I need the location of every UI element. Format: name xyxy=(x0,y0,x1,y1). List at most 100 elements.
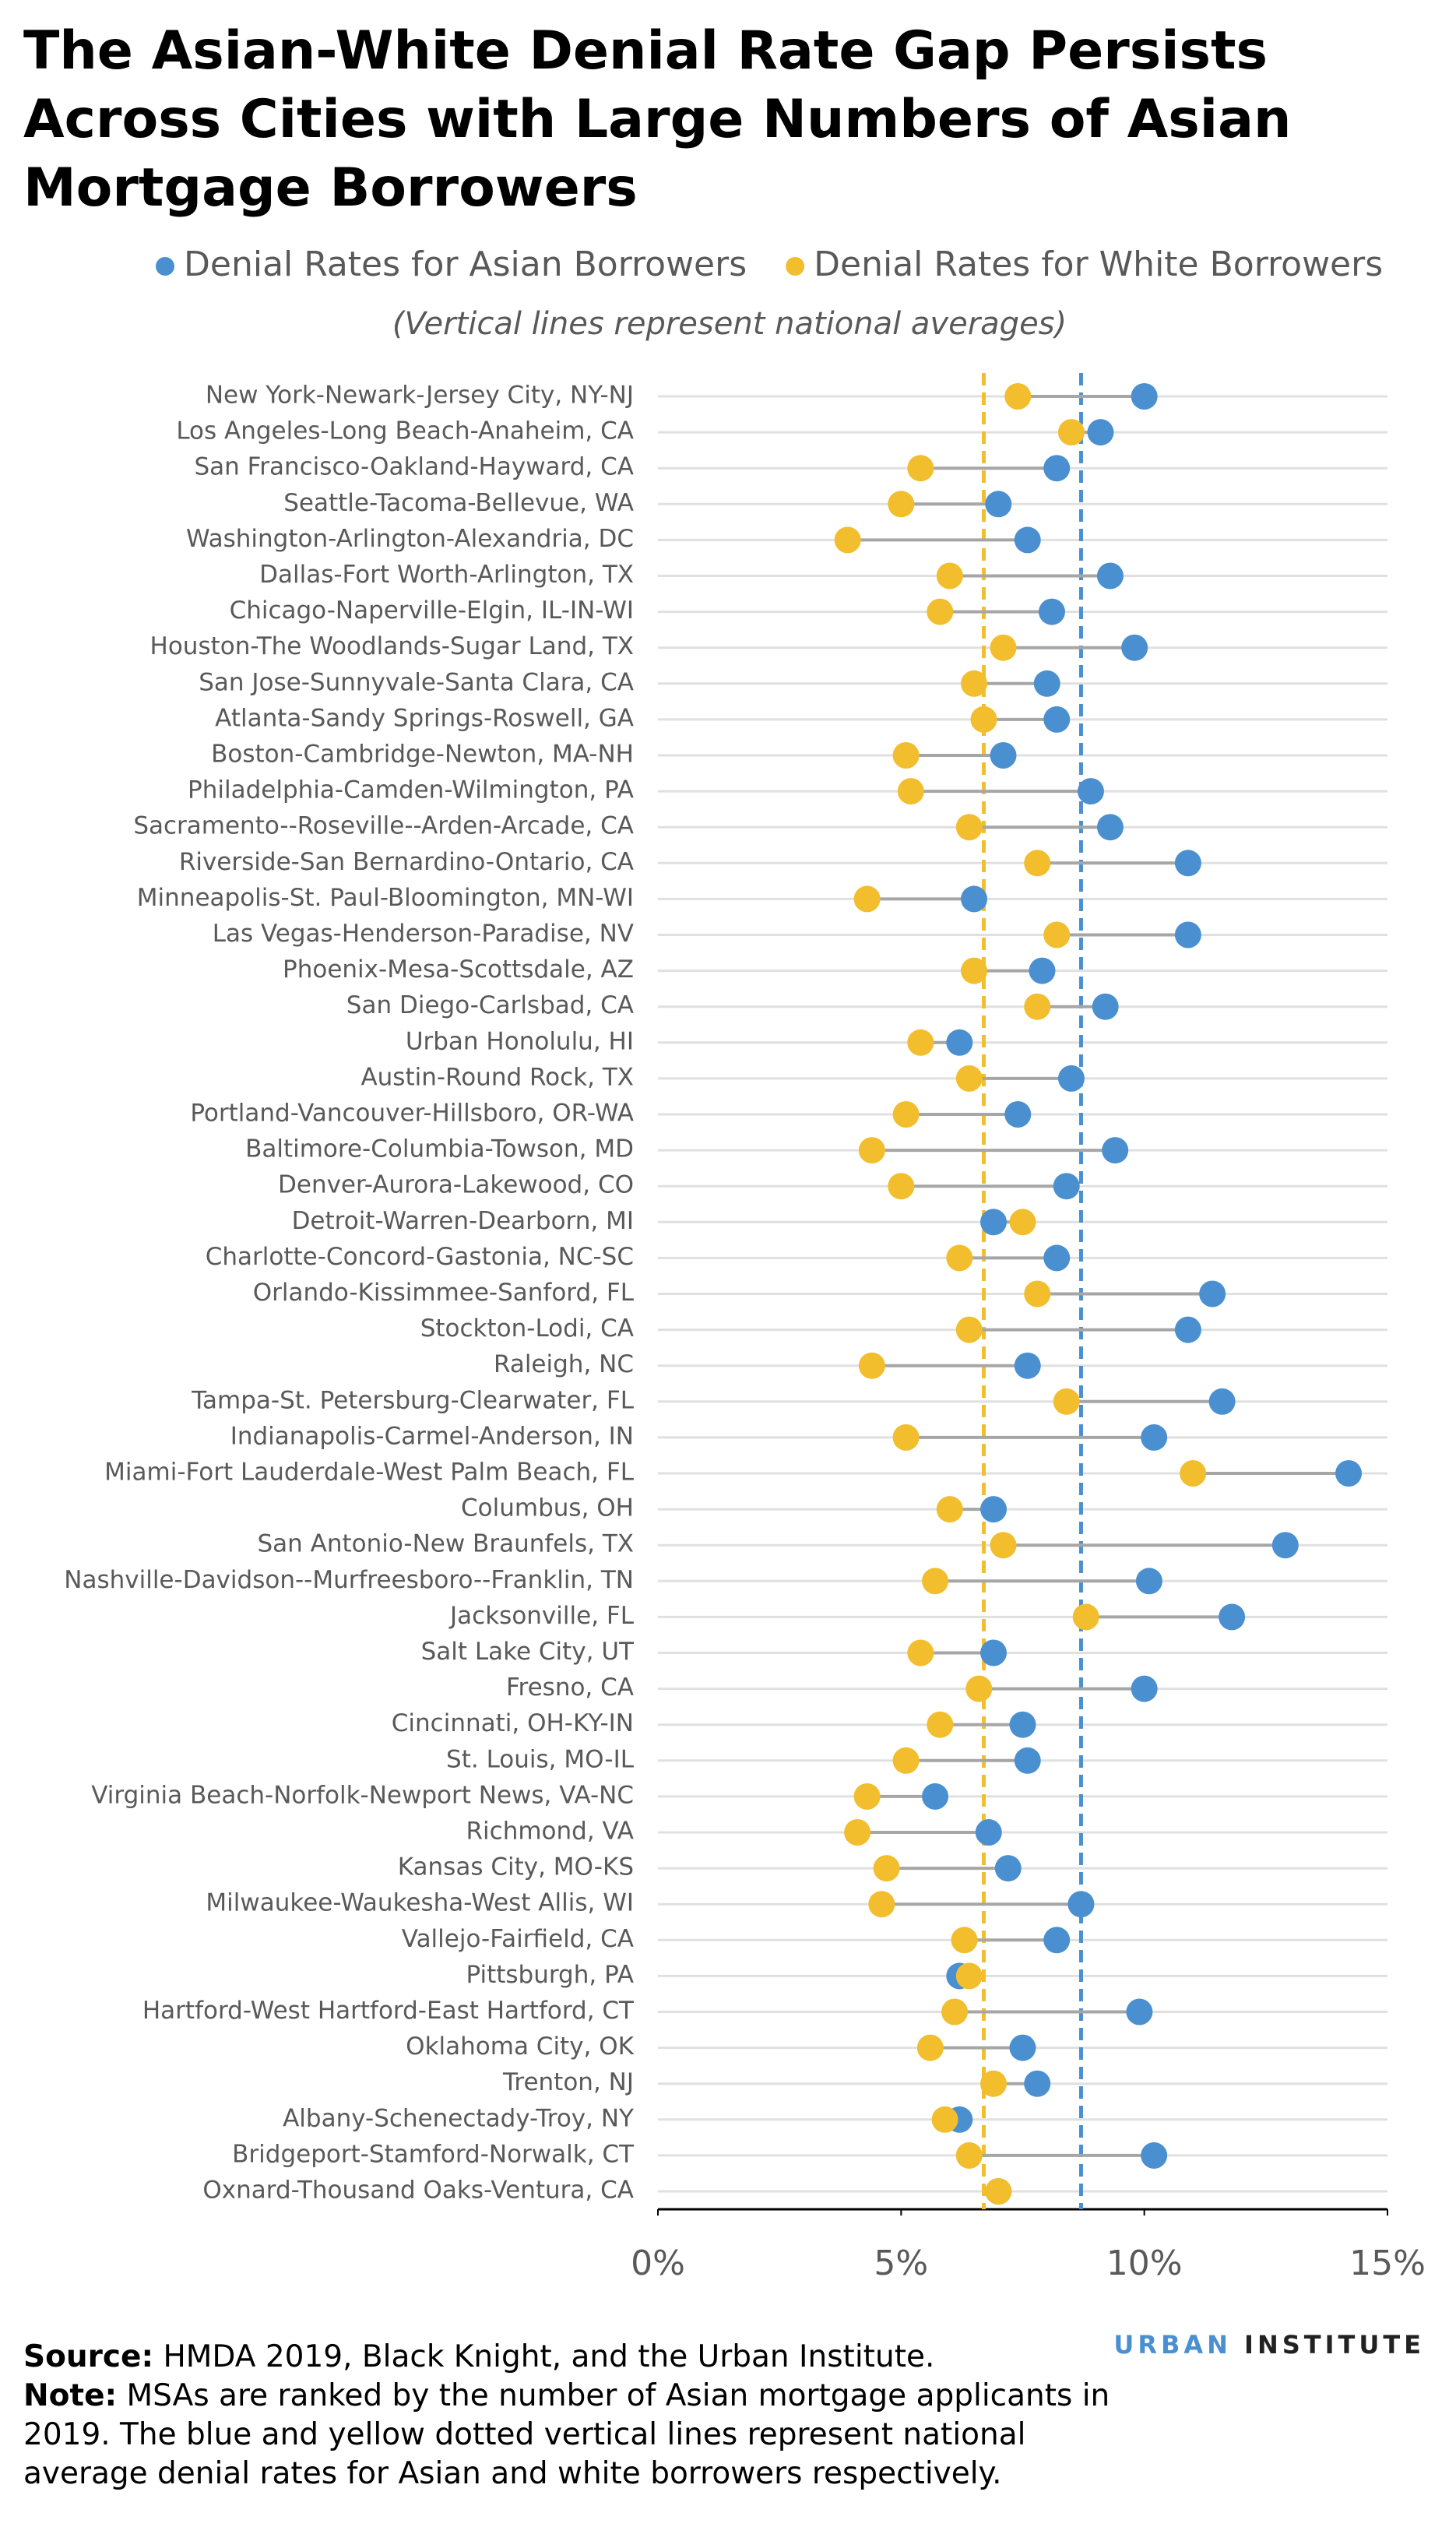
dot xyxy=(1043,455,1071,482)
y-tick-label: Jacksonville, FL xyxy=(448,1602,635,1630)
dot xyxy=(1087,419,1114,446)
chart: (Vertical lines represent national avera… xyxy=(64,245,1426,2283)
chart-title: The Asian-White Denial Rate Gap Persists… xyxy=(23,20,1292,219)
dot xyxy=(1180,1460,1207,1487)
dot xyxy=(941,1998,969,2025)
dot xyxy=(1335,1460,1363,1487)
dot xyxy=(961,957,988,984)
dot xyxy=(975,1819,1002,1846)
dot xyxy=(892,742,920,769)
dot xyxy=(1004,1101,1032,1128)
logo-urban: URBAN xyxy=(1113,2330,1232,2360)
dot xyxy=(990,634,1017,661)
dot xyxy=(1024,993,1051,1020)
dot xyxy=(1014,1352,1041,1379)
y-tick-label: Fresno, CA xyxy=(506,1674,634,1702)
dot xyxy=(1126,1998,1153,2025)
dot xyxy=(994,1855,1022,1882)
dot xyxy=(980,1639,1008,1666)
y-tick-label: Philadelphia-Camden-Wilmington, PA xyxy=(188,776,634,804)
dot xyxy=(1219,1603,1246,1631)
x-tick-label: 15% xyxy=(1349,2244,1426,2283)
y-tick-label: Dallas-Fort Worth-Arlington, TX xyxy=(259,561,634,589)
dot xyxy=(858,1137,885,1164)
dot xyxy=(1009,1209,1036,1236)
y-tick-label: Las Vegas-Henderson-Paradise, NV xyxy=(213,920,634,948)
dot xyxy=(990,742,1017,769)
y-tick-label: Albany-Schenectady-Troy, NY xyxy=(283,2104,634,2132)
dot xyxy=(922,1783,949,1810)
y-tick-label: Kansas City, MO-KS xyxy=(398,1853,634,1881)
dot xyxy=(1067,1891,1095,1918)
source-line: Source: HMDA 2019, Black Knight, and the… xyxy=(23,2338,1113,2377)
dot xyxy=(1174,850,1201,877)
y-tick-label: Washington-Arlington-Alexandria, DC xyxy=(186,525,634,553)
dot xyxy=(1131,1675,1158,1702)
dot xyxy=(955,2142,983,2169)
dot xyxy=(1043,1244,1071,1272)
y-tick-label: Detroit-Warren-Dearborn, MI xyxy=(292,1207,634,1235)
dot xyxy=(888,491,915,518)
y-tick-label: Bridgeport-Stamford-Norwalk, CT xyxy=(232,2140,635,2168)
y-tick-label: San Jose-Sunnyvale-Santa Clara, CA xyxy=(199,668,634,696)
dot xyxy=(955,1065,983,1092)
dot xyxy=(1057,419,1085,446)
y-tick-label: Raleigh, NC xyxy=(494,1350,634,1378)
y-tick-label: Los Angeles-Long Beach-Anaheim, CA xyxy=(176,417,634,445)
legend-swatch xyxy=(786,257,805,276)
dot xyxy=(858,1352,885,1379)
dot xyxy=(946,1029,973,1056)
dot xyxy=(1009,2034,1036,2061)
y-tick-label: San Antonio-New Braunfels, TX xyxy=(257,1530,634,1558)
dot xyxy=(1121,634,1148,661)
y-tick-label: Urban Honolulu, HI xyxy=(406,1027,634,1055)
x-tick-label: 0% xyxy=(631,2244,685,2283)
dot xyxy=(873,1855,900,1882)
y-tick-label: Boston-Cambridge-Newton, MA-NH xyxy=(211,741,634,769)
dot xyxy=(1141,2142,1168,2169)
dot xyxy=(916,2034,944,2061)
dot xyxy=(927,1711,954,1738)
source-label: Source: xyxy=(23,2339,154,2374)
source-text: HMDA 2019, Black Knight, and the Urban I… xyxy=(163,2339,935,2374)
dot xyxy=(980,2070,1008,2097)
dot xyxy=(1141,1424,1168,1451)
dot xyxy=(927,598,954,625)
y-tick-label: Salt Lake City, UT xyxy=(421,1638,635,1666)
y-tick-label: Pittsburgh, PA xyxy=(466,1961,634,1989)
y-tick-label: Miami-Fort Lauderdale-West Palm Beach, F… xyxy=(104,1459,635,1487)
dot xyxy=(961,885,988,913)
dot xyxy=(1024,850,1051,877)
dot xyxy=(907,1029,934,1056)
chart-subtitle: (Vertical lines represent national avera… xyxy=(392,306,1067,342)
y-tick-label: Stockton-Lodi, CA xyxy=(420,1315,634,1343)
dot xyxy=(931,2106,958,2133)
y-tick-label: New York-Newark-Jersey City, NY-NJ xyxy=(206,382,634,410)
dot xyxy=(1053,1388,1080,1415)
dot xyxy=(1208,1388,1236,1415)
dot xyxy=(853,1783,881,1810)
dot xyxy=(1131,383,1158,410)
dot xyxy=(1009,1711,1036,1738)
y-tick-label: Phoenix-Mesa-Scottsdale, AZ xyxy=(283,956,634,984)
dot xyxy=(1043,1927,1071,1954)
dot xyxy=(1271,1532,1299,1559)
dot xyxy=(868,1891,895,1918)
dot xyxy=(1135,1568,1162,1595)
dot xyxy=(1077,778,1104,805)
dot xyxy=(961,670,988,697)
dot xyxy=(951,1927,978,1954)
y-tick-label: St. Louis, MO-IL xyxy=(446,1745,635,1773)
dot xyxy=(970,706,997,733)
dot xyxy=(897,778,924,805)
y-tick-label: Hartford-West Hartford-East Hartford, CT xyxy=(142,1997,635,2025)
legend-swatch xyxy=(156,257,174,276)
y-tick-label: Austin-Round Rock, TX xyxy=(360,1063,634,1091)
dot xyxy=(936,562,963,590)
y-tick-label: Indianapolis-Carmel-Anderson, IN xyxy=(230,1422,634,1450)
dot xyxy=(892,1747,920,1774)
dot xyxy=(1043,706,1071,733)
dot xyxy=(844,1819,871,1846)
y-tick-label: San Diego-Carlsbad, CA xyxy=(346,991,634,1019)
